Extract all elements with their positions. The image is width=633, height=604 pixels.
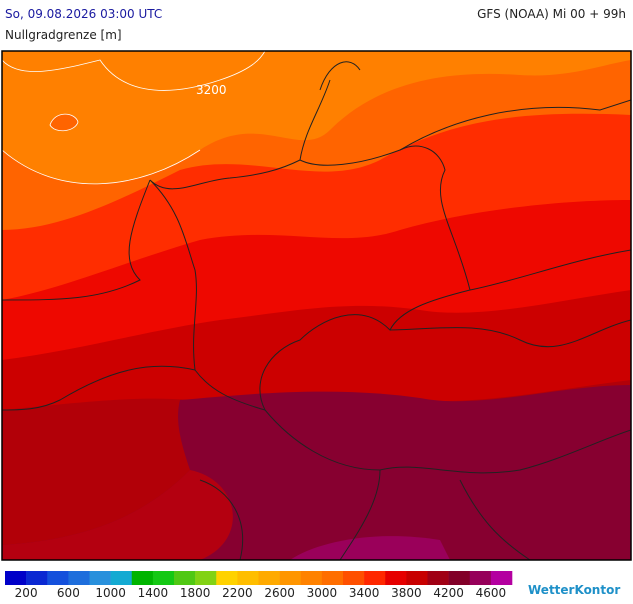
legend-swatch	[321, 571, 344, 585]
contour-label: 3200	[196, 83, 227, 97]
legend-swatch	[26, 571, 48, 585]
legend-swatch	[5, 571, 27, 585]
legend-label: 4600	[476, 586, 507, 600]
legend-label: 200	[15, 586, 38, 600]
subtitle: Nullgradgrenze [m]	[5, 28, 122, 42]
legend-label: 4200	[433, 586, 464, 600]
legend: 200 600 1000 1400 1800 2200 2600 3000 3400 3800 42…	[5, 571, 513, 600]
legend-swatch	[300, 571, 323, 585]
legend-swatch	[152, 571, 175, 585]
legend-swatch	[110, 571, 133, 585]
legend-swatch	[490, 571, 513, 585]
legend-swatch	[47, 571, 69, 585]
legend-swatch	[385, 571, 407, 585]
date-title: So, 09.08.2026 03:00 UTC	[5, 7, 162, 21]
legend-swatch	[258, 571, 280, 585]
legend-label: 3000	[307, 586, 338, 600]
legend-swatch	[448, 571, 471, 585]
legend-swatch	[406, 571, 428, 585]
map: 3200	[1, 50, 632, 561]
legend-swatch	[216, 571, 238, 585]
legend-label: 2200	[222, 586, 253, 600]
legend-label: 600	[57, 586, 80, 600]
model-title: GFS (NOAA) Mi 00 + 99h	[477, 7, 626, 21]
legend-label: 1400	[138, 586, 169, 600]
legend-swatch	[131, 571, 154, 585]
legend-label: 1000	[95, 586, 126, 600]
legend-swatch	[237, 571, 259, 585]
legend-swatch	[427, 571, 449, 585]
legend-swatch	[68, 571, 90, 585]
legend-swatch	[364, 571, 386, 585]
legend-swatch	[195, 571, 217, 585]
legend-label: 1800	[180, 586, 211, 600]
legend-swatch	[279, 571, 302, 585]
legend-swatch	[343, 571, 365, 585]
legend-swatch	[469, 571, 492, 585]
legend-label: 2600	[264, 586, 295, 600]
legend-label: 3400	[349, 586, 380, 600]
legend-swatch	[174, 571, 196, 585]
legend-label: 3800	[391, 586, 422, 600]
brand: WetterKontor	[528, 583, 620, 597]
legend-swatch	[89, 571, 111, 585]
